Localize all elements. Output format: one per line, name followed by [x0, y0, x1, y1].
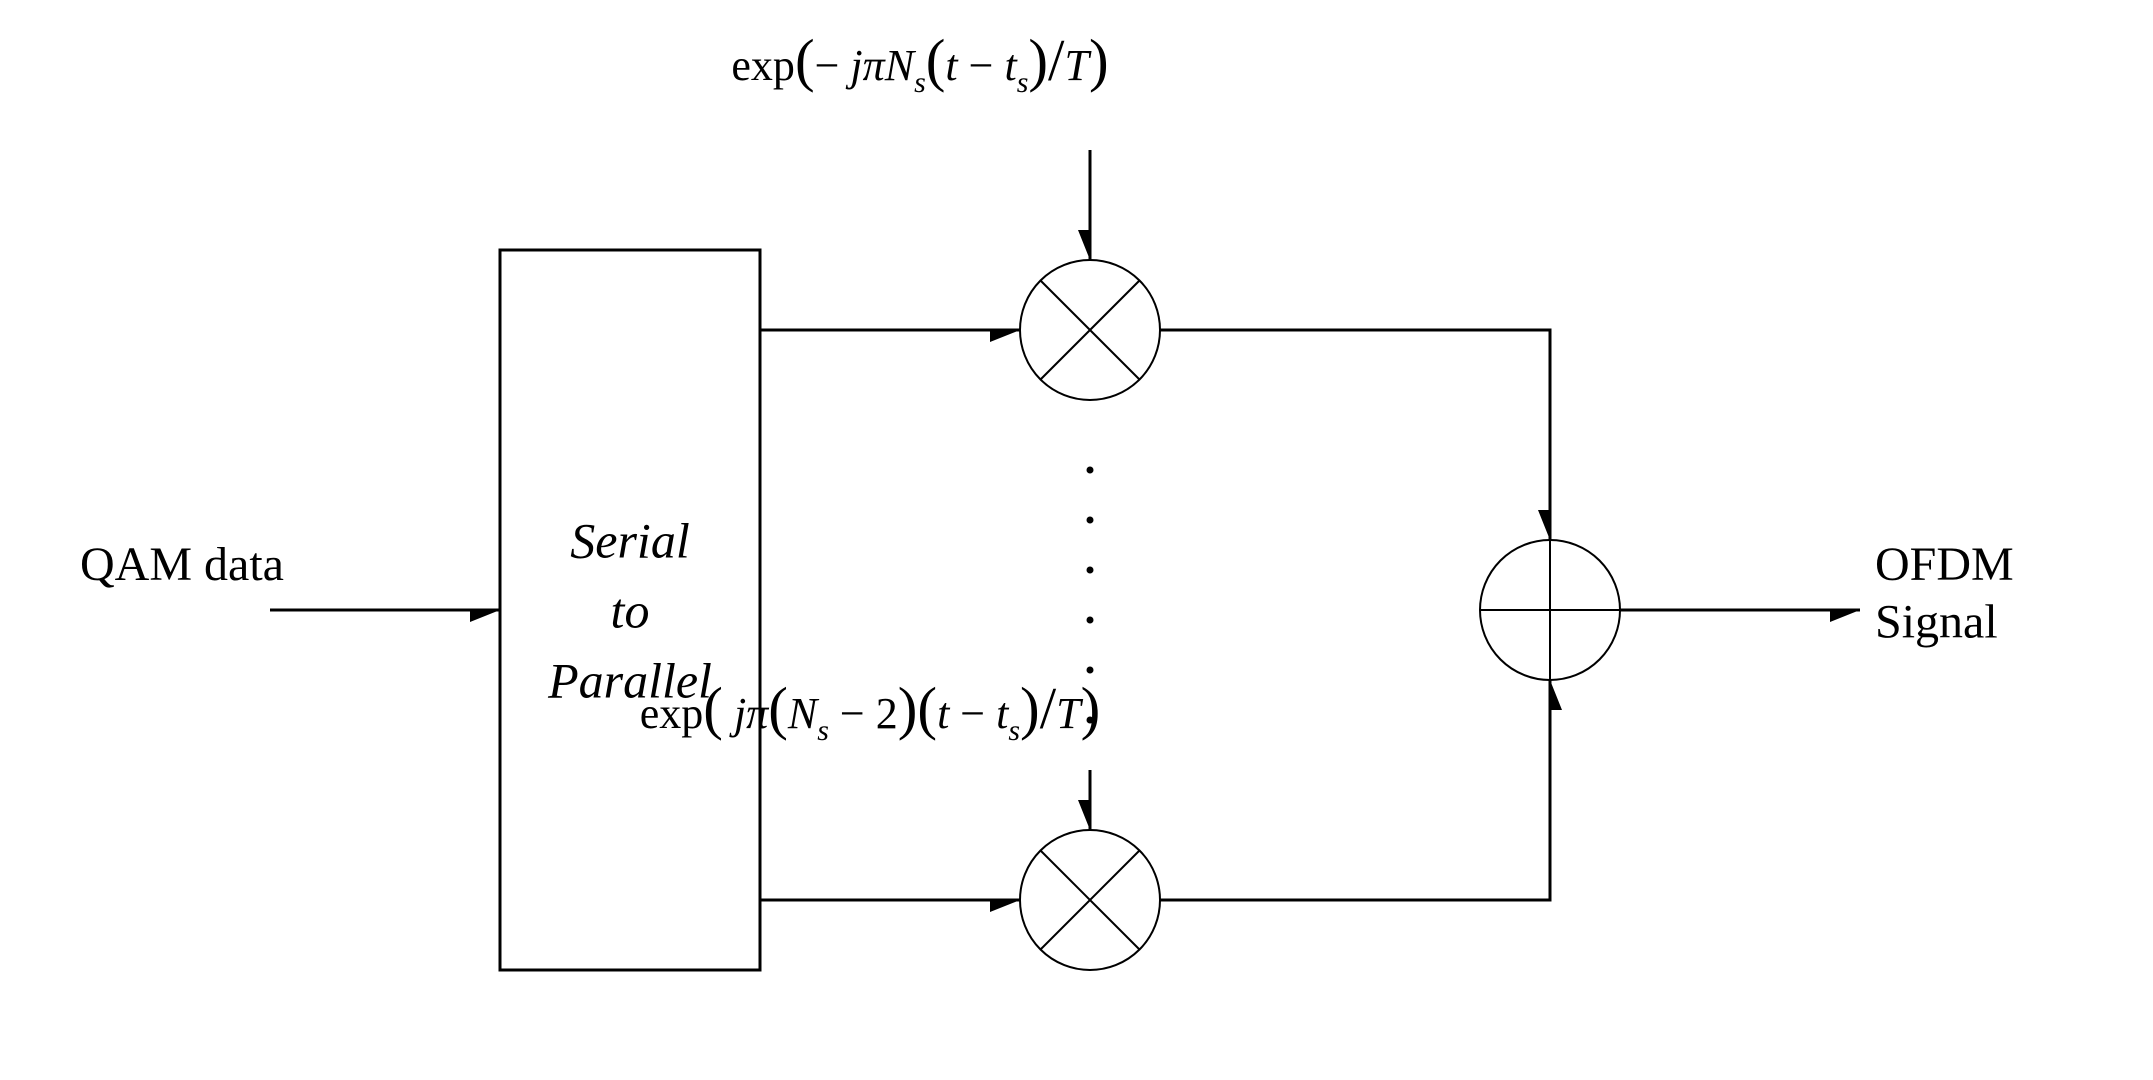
sp-label-1: Serial: [570, 513, 689, 569]
input-label: QAM data: [80, 538, 284, 591]
sp-label-2: to: [611, 583, 650, 639]
output-label-2: Signal: [1875, 596, 1998, 649]
multiplier-bottom: [1020, 830, 1160, 970]
output-label-1: OFDM: [1875, 538, 2014, 591]
arrow-mult1-to-adder: [1160, 330, 1550, 540]
arrow-mult2-to-adder: [1160, 680, 1550, 900]
adder: [1480, 540, 1620, 680]
exp-bot-label: exp( jπ(Ns − 2)(t − ts)/T): [640, 675, 1101, 747]
exp-top-label: exp(− jπNs(t − ts)/T): [731, 27, 1108, 99]
multiplier-top: [1020, 260, 1160, 400]
